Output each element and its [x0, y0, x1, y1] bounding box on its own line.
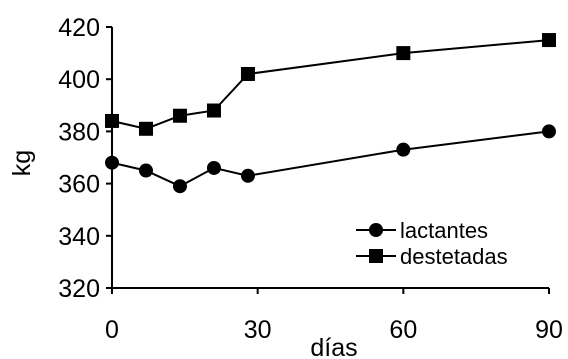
y-axis-title: kg — [8, 150, 36, 176]
data-point-destetadas — [240, 66, 255, 81]
x-tick-label: 90 — [535, 316, 563, 344]
data-point-lactantes — [396, 142, 411, 157]
data-point-destetadas — [542, 33, 556, 48]
data-point-lactantes — [542, 124, 556, 139]
data-point-lactantes — [206, 160, 221, 175]
data-point-destetadas — [172, 108, 187, 123]
y-tick-label: 340 — [58, 223, 100, 251]
y-tick-label: 380 — [58, 118, 100, 146]
data-point-lactantes — [172, 179, 187, 194]
x-tick-label: 60 — [389, 316, 417, 344]
x-axis-title: días — [310, 334, 357, 359]
y-tick-label: 400 — [58, 66, 100, 94]
legend-label-destetadas: destetadas — [400, 244, 508, 269]
legend: lactantes destetadas — [356, 218, 508, 269]
data-point-destetadas — [105, 113, 119, 128]
y-tick-label: 360 — [58, 171, 100, 199]
data-point-destetadas — [138, 121, 153, 136]
x-tick-label: 0 — [105, 316, 119, 344]
data-point-lactantes — [240, 168, 255, 183]
legend-marker-lactantes — [369, 223, 383, 237]
series-destetadas — [105, 33, 556, 136]
legend-label-lactantes: lactantes — [400, 218, 488, 243]
series-line-lactantes — [111, 130, 550, 188]
x-tick-label: 30 — [244, 316, 272, 344]
x-tick-labels: 0 30 60 90 — [105, 316, 563, 344]
data-point-destetadas — [206, 103, 221, 118]
series-lactantes — [105, 124, 556, 194]
data-point-lactantes — [138, 163, 153, 178]
series-layer — [105, 33, 556, 194]
data-point-lactantes — [105, 155, 119, 170]
y-tick-label: 420 — [58, 14, 100, 42]
data-point-destetadas — [396, 46, 411, 61]
y-tick-label: 320 — [58, 275, 100, 303]
y-tick-labels: 320 340 360 380 400 420 — [58, 14, 100, 303]
legend-marker-destetadas — [369, 249, 383, 263]
